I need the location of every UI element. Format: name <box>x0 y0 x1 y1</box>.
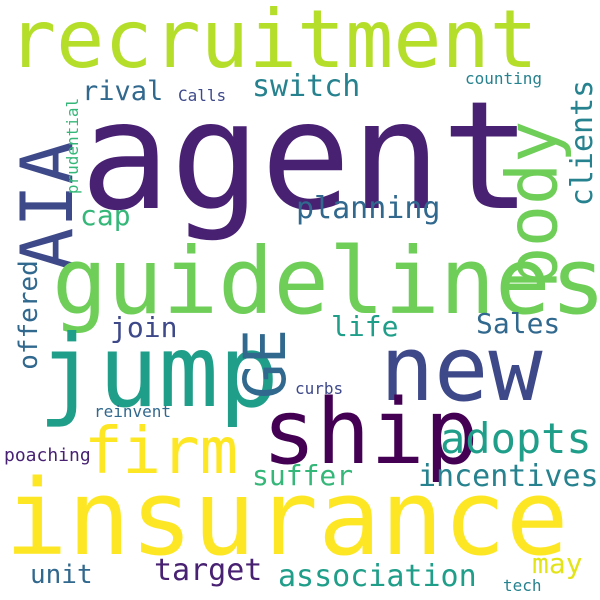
word-insurance: insurance <box>5 457 569 579</box>
word-guidelines: guidelines <box>52 228 600 335</box>
word-switch: switch <box>252 69 361 104</box>
word-reinvent: reinvent <box>94 402 172 421</box>
word-counting: counting <box>465 69 543 88</box>
word-adopts: adopts <box>440 414 592 463</box>
word-calls: Calls <box>178 86 227 105</box>
word-target: target <box>154 553 263 588</box>
word-sales: Sales <box>476 307 561 340</box>
word-tech: tech <box>503 576 542 595</box>
word-rival: rival <box>82 76 164 107</box>
word-curbs: curbs <box>295 379 344 398</box>
word-planning: planning <box>296 191 441 226</box>
word-may: may <box>532 547 583 580</box>
word-clients: clients <box>565 79 600 207</box>
word-incentives: incentives <box>418 459 599 494</box>
word-poaching: poaching <box>4 445 91 466</box>
word-ship: ship <box>262 380 479 485</box>
word-life: life <box>331 310 399 343</box>
word-join: join <box>110 311 178 344</box>
word-jump: jump <box>38 313 279 430</box>
word-recruitment: recruitment <box>8 0 538 86</box>
word-association: association <box>278 559 477 594</box>
word-new: new <box>380 317 543 422</box>
word-offered: offered <box>13 260 44 370</box>
word-firm: firm <box>84 415 239 489</box>
word-agent: agent <box>80 70 532 244</box>
word-suffer: suffer <box>252 459 354 492</box>
word-prudential: prudential <box>63 97 83 195</box>
word-cap: cap <box>80 199 131 232</box>
word-unit: unit <box>30 560 93 590</box>
